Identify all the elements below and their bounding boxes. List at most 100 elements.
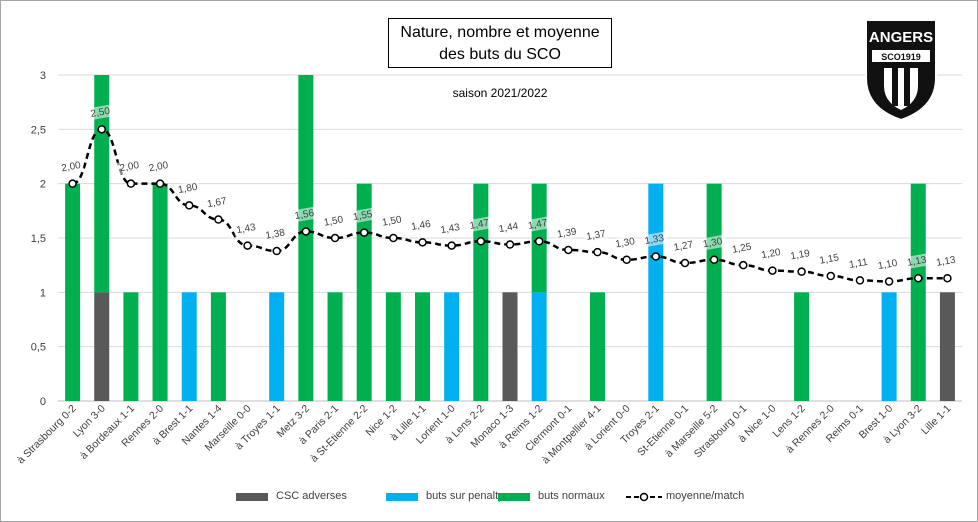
average-point — [418, 238, 427, 247]
average-point — [651, 252, 661, 261]
average-label-text: 1,55 — [352, 209, 374, 223]
average-point — [155, 179, 165, 188]
average-label-bg — [933, 253, 959, 270]
bar-penalty — [531, 292, 547, 401]
average-point — [68, 179, 77, 188]
average-label-bg — [583, 227, 609, 244]
average-point — [593, 247, 602, 257]
average-label-bg — [291, 206, 318, 223]
average-label-text: 2,00 — [61, 160, 83, 174]
average-label-bg — [233, 220, 259, 237]
average-label-text: 1,47 — [469, 218, 491, 232]
average-label-bg — [437, 220, 464, 237]
y-tick-label: 2 — [40, 179, 46, 191]
average-label: 1,13 — [903, 253, 930, 270]
average-label-bg — [145, 158, 172, 175]
legend-swatch-normal — [498, 493, 530, 501]
average-label: 1,33 — [641, 231, 668, 248]
average-label-text: 1,80 — [177, 182, 199, 196]
average-point — [826, 271, 836, 281]
average-label-text: 1,11 — [848, 257, 869, 271]
average-label-text: 1,38 — [265, 227, 287, 241]
average-point — [914, 273, 923, 283]
average-label: 1,50 — [378, 213, 405, 230]
average-point — [739, 260, 748, 270]
average-label: 1,25 — [728, 240, 755, 257]
average-label: 2,00 — [116, 158, 143, 175]
average-point — [622, 255, 631, 264]
average-label: 1,46 — [408, 217, 434, 234]
average-label-bg — [262, 226, 289, 243]
average-point — [943, 273, 952, 283]
chart-title-text: Nature, nombre et moyenne des buts du SCO — [400, 24, 600, 63]
y-tick-label: 3 — [40, 70, 46, 82]
legend-swatch-average — [626, 492, 662, 502]
average-point — [797, 267, 806, 276]
average-label: 1,15 — [816, 251, 843, 268]
average-label: 1,11 — [845, 255, 872, 272]
average-label: 2,00 — [58, 158, 84, 175]
average-point — [184, 201, 194, 210]
average-label-text: 1,25 — [731, 242, 753, 256]
average-label-bg — [58, 158, 84, 175]
average-label-text: 1,39 — [556, 226, 578, 240]
average-label-bg — [874, 256, 901, 273]
average-point — [214, 215, 223, 224]
bar-normal — [473, 183, 489, 401]
average-point — [389, 233, 398, 243]
average-label: 1,55 — [349, 207, 376, 224]
average-label: 1,67 — [204, 194, 230, 211]
average-label: 2,50 — [87, 104, 114, 121]
average-label-bg — [320, 213, 347, 230]
bar-penalty — [181, 292, 197, 401]
average-label: 1,39 — [553, 225, 580, 241]
average-label: 1,38 — [262, 226, 289, 243]
bar-penalty — [444, 292, 460, 401]
average-label-bg — [758, 245, 784, 262]
average-point — [126, 179, 136, 188]
average-label-bg — [524, 216, 551, 233]
chart-title: Nature, nombre et moyenne des buts du SCO — [388, 18, 612, 68]
average-label-bg — [174, 180, 201, 197]
average-point — [447, 241, 456, 250]
bar-normal — [385, 292, 401, 401]
average-label: 1,13 — [933, 253, 959, 270]
bar-normal — [415, 292, 431, 401]
logo-line1: ANGERS — [869, 29, 933, 46]
average-label-bg — [699, 234, 726, 251]
bar-penalty — [648, 183, 664, 401]
average-label-text: 1,50 — [323, 214, 345, 228]
bar-normal — [123, 292, 139, 401]
legend-label-normal: buts normaux — [538, 490, 605, 502]
average-label-text: 1,67 — [206, 196, 228, 210]
legend-label-average: moyenne/match — [666, 490, 745, 502]
bar-normal — [210, 292, 226, 401]
average-label-text: 1,19 — [790, 248, 812, 262]
bar-csc — [939, 292, 955, 401]
average-label: 1,10 — [874, 256, 901, 273]
average-label-bg — [87, 104, 114, 121]
bar-normal — [65, 183, 81, 401]
angers-sco-logo: ANGERS SCO1919 — [865, 19, 937, 122]
average-label-text: 1,30 — [702, 236, 724, 250]
average-label-text: 1,56 — [294, 208, 316, 222]
average-label: 1,43 — [437, 220, 464, 237]
average-label-bg — [816, 251, 843, 268]
average-label-text: 1,20 — [760, 247, 782, 261]
x-tick-label: à Strasbourg 0-2 — [15, 403, 79, 467]
bar-penalty — [881, 292, 897, 401]
legend-label-csc: CSC adverses — [276, 490, 347, 502]
y-tick-label: 0,5 — [31, 342, 46, 354]
average-label-text: 1,47 — [527, 218, 549, 232]
legend-swatch-penalty — [386, 493, 418, 501]
bar-normal — [356, 183, 372, 401]
average-point — [564, 245, 573, 255]
chart-subtitle: saison 2021/2022 — [452, 86, 548, 100]
average-label: 1,27 — [670, 238, 697, 255]
average-point — [768, 266, 777, 275]
average-label-text: 1,43 — [236, 222, 258, 236]
average-label: 1,47 — [524, 216, 551, 233]
average-label: 1,56 — [291, 206, 318, 223]
average-label-text: 1,46 — [411, 219, 433, 233]
average-label-text: 1,43 — [440, 222, 462, 236]
